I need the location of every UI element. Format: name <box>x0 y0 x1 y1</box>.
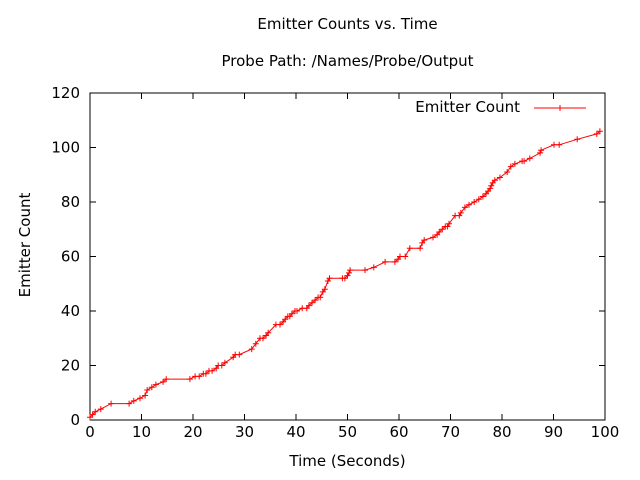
y-tick-label: 40 <box>61 302 80 320</box>
y-tick-label: 120 <box>51 84 80 102</box>
series-line <box>89 130 601 418</box>
legend-entry-label: Emitter Count <box>415 98 520 116</box>
y-tick-label: 80 <box>61 193 80 211</box>
x-axis-label: Time (Seconds) <box>289 452 406 470</box>
x-tick-label: 60 <box>389 423 408 441</box>
x-tick-label: 0 <box>85 423 95 441</box>
x-tick-label: 50 <box>338 423 357 441</box>
chart-subtitle: Probe Path: /Names/Probe/Output <box>221 52 474 70</box>
series-markers <box>87 128 603 421</box>
y-tick-label: 60 <box>61 248 80 266</box>
x-tick-label: 70 <box>441 423 460 441</box>
y-tick-label: 20 <box>61 357 80 375</box>
x-tick-label: 80 <box>492 423 511 441</box>
x-tick-label: 100 <box>591 423 620 441</box>
plot-border <box>89 92 606 421</box>
legend-sample-marker <box>557 105 563 111</box>
y-ticks <box>90 92 605 421</box>
x-ticks <box>89 93 606 420</box>
y-tick-label: 100 <box>51 139 80 157</box>
chart-title: Emitter Counts vs. Time <box>257 15 438 33</box>
x-tick-label: 20 <box>183 423 202 441</box>
y-tick-label: 0 <box>70 411 80 429</box>
x-tick-label: 10 <box>132 423 151 441</box>
x-tick-label: 30 <box>235 423 254 441</box>
x-tick-label: 40 <box>286 423 305 441</box>
x-tick-label: 90 <box>544 423 563 441</box>
y-axis-label: Emitter Count <box>16 192 34 298</box>
